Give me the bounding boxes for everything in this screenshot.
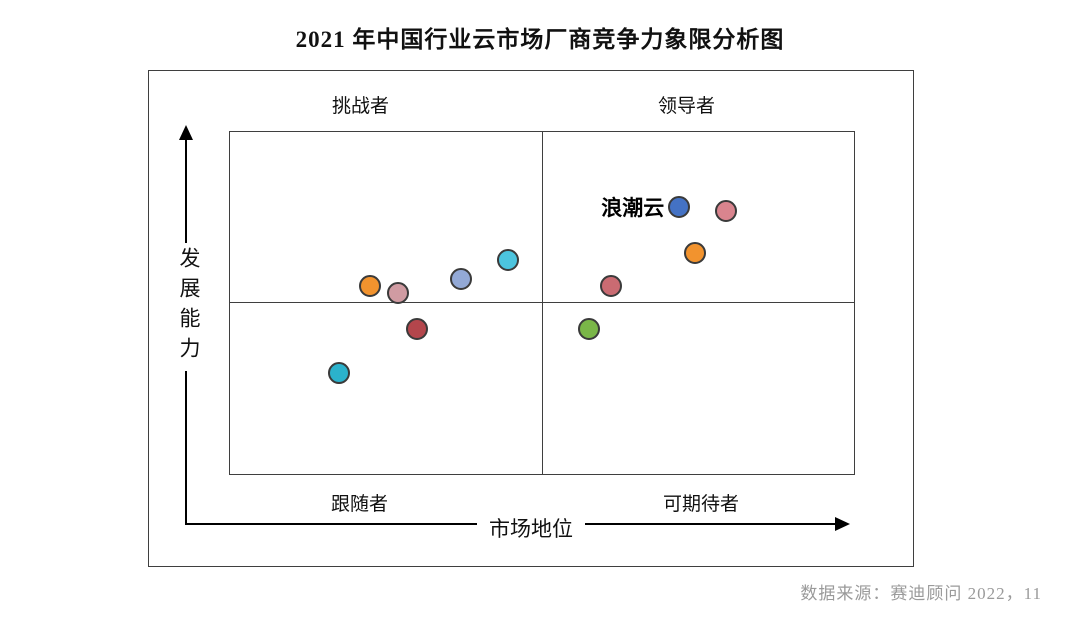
chart-title: 2021 年中国行业云市场厂商竞争力象限分析图 [295, 27, 785, 52]
chart-frame: 挑战者 领导者 跟随者 可期待者 发展能力 市场地位 浪潮云 [148, 70, 914, 567]
data-point [496, 249, 519, 272]
quadrant-label-leader: 领导者 [658, 96, 716, 117]
x-axis-arrow-icon [835, 517, 850, 531]
y-axis-label: 发展能力 [174, 243, 204, 371]
data-point [328, 362, 351, 385]
quadrant-label-expectable: 可期待者 [663, 494, 740, 515]
data-point [359, 274, 382, 297]
data-point-label: 浪潮云 [601, 197, 665, 221]
data-point [715, 199, 738, 222]
quadrant-label-challenger: 挑战者 [332, 96, 390, 117]
quadrant-label-follower: 跟随者 [331, 494, 389, 515]
data-point [599, 274, 622, 297]
plot-area: 浪潮云 [229, 131, 855, 475]
x-axis-label: 市场地位 [477, 513, 585, 543]
quadrant-divider-vertical [542, 132, 543, 474]
data-point [577, 317, 600, 340]
data-point [387, 281, 410, 304]
data-point [668, 196, 691, 219]
data-point [449, 268, 472, 291]
y-axis-arrow-icon [179, 125, 193, 140]
data-point [406, 317, 429, 340]
quadrant-divider-horizontal [230, 301, 854, 303]
source-note: 数据来源：赛迪顾问 2022，11 [800, 584, 1042, 603]
data-point [683, 242, 706, 265]
